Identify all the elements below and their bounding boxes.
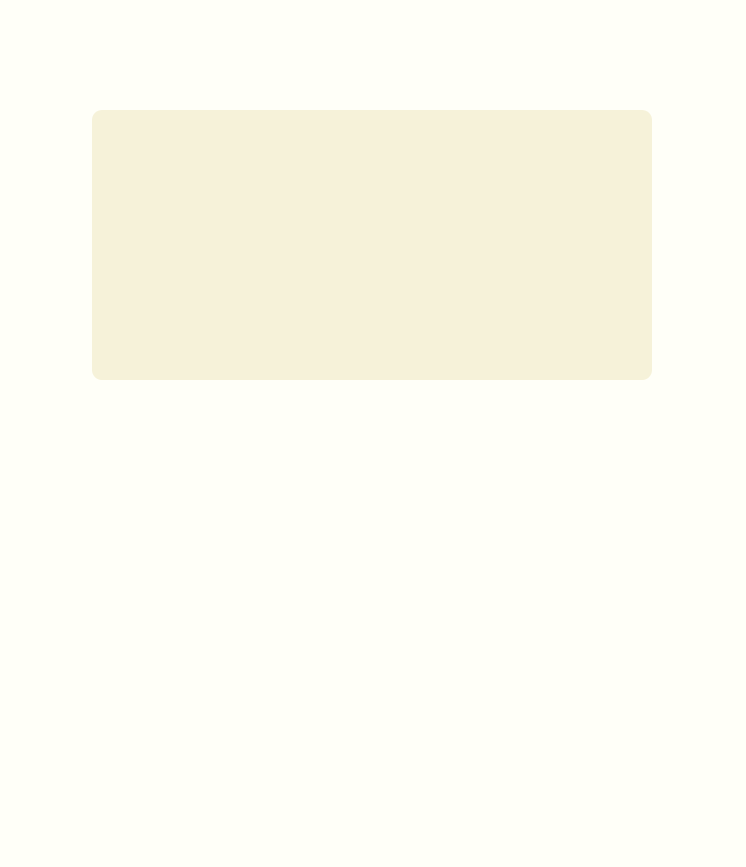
figure-root <box>0 0 746 867</box>
legend-panel <box>92 110 652 380</box>
membrane-diagram <box>36 540 726 840</box>
